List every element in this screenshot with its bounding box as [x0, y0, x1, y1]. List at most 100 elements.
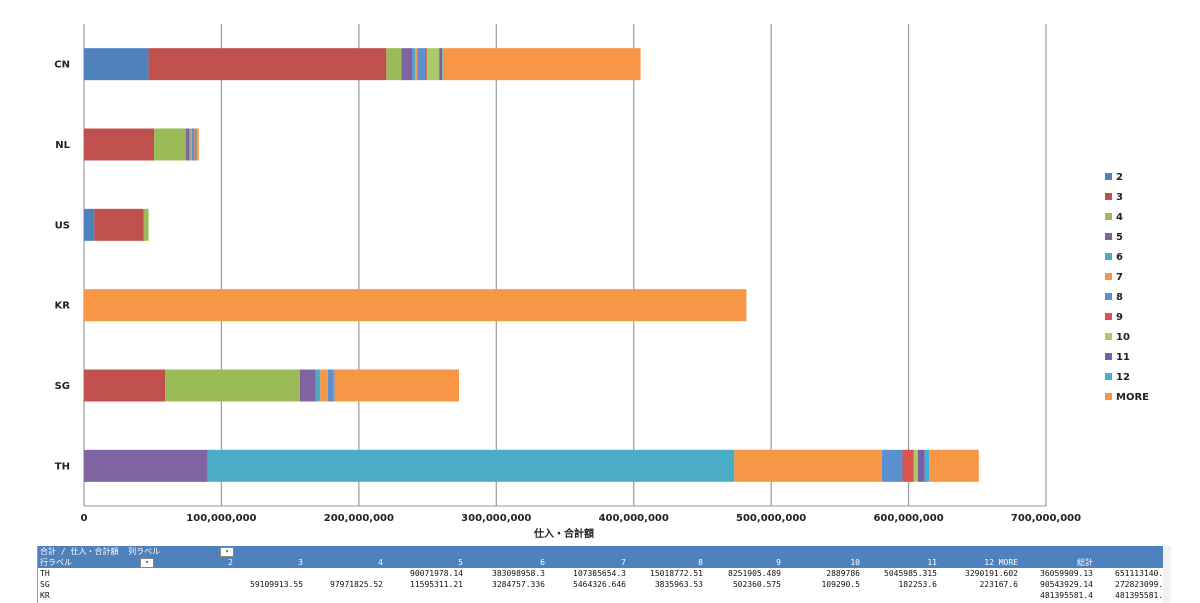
bar-th-series-8 — [881, 449, 903, 482]
bar-us-series-3 — [94, 208, 144, 241]
x-tick-labels: 0 100,000,000 200,000,000 300,000,000 400,00… — [81, 513, 1082, 524]
bar-cn-series-11 — [439, 48, 443, 81]
pivot-cell: 11595311.21 — [410, 580, 463, 589]
bar-sg-series-6 — [315, 369, 321, 402]
legend-label-6: 6 — [1116, 252, 1123, 263]
pivot-cell: 3835963.53 — [654, 580, 703, 589]
pivot-scrollbar[interactable] — [1163, 546, 1171, 603]
bar-sg-series-12 — [334, 369, 335, 402]
bar-us-series-2 — [84, 208, 95, 241]
legend-label-4: 4 — [1116, 212, 1123, 223]
legend-label-10: 10 — [1116, 332, 1130, 343]
pivot-cell: 3290191.602 — [965, 569, 1018, 578]
pivot-cell: 97971825.52 — [330, 580, 383, 589]
bar-sg-series-5 — [299, 369, 316, 402]
pivot-table: 合計 / 仕入・合計額 列ラベル ▾ 行ラベル ▾ 2 3 4 5 6 7 8 9 10 11 12… — [37, 546, 1171, 603]
pivot-cell: 90071978.14 — [410, 569, 463, 578]
pivot-header-row: 合計 / 仕入・合計額 列ラベル ▾ — [38, 546, 1171, 557]
bar-us-series-4 — [143, 208, 149, 241]
bar-sg-series-7 — [320, 369, 328, 402]
pivot-cell: 109290.5 — [821, 580, 860, 589]
legend-label-more: MORE — [1116, 392, 1149, 403]
x-tick-label-7: 700,000,000 — [1011, 513, 1081, 524]
legend-swatch-12 — [1105, 373, 1112, 380]
legend-swatch-10 — [1105, 333, 1112, 340]
pivot-column-header: 8 — [698, 558, 703, 567]
legend-label-12: 12 — [1116, 372, 1130, 383]
pivot-cell: 182253.6 — [898, 580, 937, 589]
pivot-column-header: 9 — [776, 558, 781, 567]
bar-nl-series-12 — [196, 128, 197, 161]
pivot-row-label-cell: SG — [40, 580, 50, 589]
bar-nl-series-6 — [189, 128, 191, 161]
y-tick-label-kr: KR — [55, 301, 71, 312]
pivot-row-label: 行ラベル — [40, 558, 72, 567]
y-tick-label-sg: SG — [55, 381, 70, 392]
x-tick-label-0: 0 — [81, 513, 88, 524]
pivot-column-header: 6 — [540, 558, 545, 567]
x-axis-label: 仕入・合計額 — [533, 527, 594, 540]
bars — [84, 48, 979, 482]
bar-cn-series-10 — [426, 48, 440, 81]
legend-swatch-6 — [1105, 253, 1112, 260]
bar-sg-series-9 — [333, 369, 334, 402]
pivot-cell: 481395581.4 — [1115, 591, 1168, 600]
pivot-cell: 15018772.51 — [650, 569, 703, 578]
pivot-column-header: 10 — [850, 558, 860, 567]
column-filter-dropdown-icon[interactable]: ▾ — [220, 547, 234, 557]
pivot-column-header: 3 — [298, 558, 303, 567]
row-filter-dropdown-icon[interactable]: ▾ — [140, 558, 154, 568]
x-tick-label-3: 300,000,000 — [461, 513, 531, 524]
bar-th-series-9 — [902, 449, 914, 482]
stacked-bar-chart: 0 100,000,000 200,000,000 300,000,000 400,00… — [54, 24, 1149, 540]
bar-th-series-11 — [917, 449, 925, 482]
pivot-value-label: 合計 / 仕入・合計額 列ラベル — [40, 547, 161, 556]
bar-cn-series-4 — [386, 48, 402, 81]
x-tick-label-5: 500,000,000 — [736, 513, 806, 524]
legend-swatch-11 — [1105, 353, 1112, 360]
bar-cn-series-more — [442, 48, 641, 81]
legend-label-3: 3 — [1116, 192, 1123, 203]
legend-label-11: 11 — [1116, 352, 1130, 363]
legend-swatch-3 — [1105, 193, 1112, 200]
pivot-cell: 36059909.13 — [1040, 569, 1093, 578]
pivot-cell: 107385654.3 — [573, 569, 626, 578]
bar-nl-series-3 — [84, 128, 155, 161]
bar-cn-series-3 — [148, 48, 387, 81]
bar-sg-series-4 — [165, 369, 300, 402]
bar-cn-series-5 — [401, 48, 413, 81]
bar-sg-series-11 — [333, 369, 335, 402]
pivot-cell: 8251905.489 — [728, 569, 781, 578]
bar-nl-series-8 — [191, 128, 194, 161]
bar-sg-series-more — [334, 369, 459, 402]
pivot-cell: 651113140.7 — [1115, 569, 1168, 578]
bar-nl-series-5 — [185, 128, 190, 161]
bar-th-series-10 — [913, 449, 918, 482]
bar-cn-series-8 — [417, 48, 426, 81]
bar-cn-series-6 — [412, 48, 416, 81]
bar-sg-series-3 — [84, 369, 166, 402]
legend-swatch-8 — [1105, 293, 1112, 300]
bar-th-series-12 — [924, 449, 930, 482]
bar-th-series-5 — [84, 449, 208, 482]
pivot-row-kr: KR 481395581.4 481395581.4 — [38, 590, 1171, 601]
pivot-cell: 59109913.55 — [250, 580, 303, 589]
pivot-cell: 5045985.315 — [884, 569, 937, 578]
legend-swatch-4 — [1105, 213, 1112, 220]
bar-nl-series-7 — [190, 128, 192, 161]
x-tick-label-4: 400,000,000 — [599, 513, 669, 524]
legend-label-8: 8 — [1116, 292, 1123, 303]
pivot-cell: 223167.6 — [979, 580, 1018, 589]
bar-cn-series-9 — [425, 48, 427, 81]
bar-kr-series-more — [84, 289, 747, 322]
pivot-cell: 272823099.2 — [1115, 580, 1168, 589]
bar-sg-series-8 — [327, 369, 334, 402]
bar-nl-series-9 — [193, 128, 195, 161]
bar-cn-series-7 — [415, 48, 418, 81]
legend-label-5: 5 — [1116, 232, 1123, 243]
bar-nl-series-10 — [194, 128, 196, 161]
legend-swatch-2 — [1105, 173, 1112, 180]
pivot-column-header: 2 — [228, 558, 233, 567]
bar-nl-series-11 — [195, 128, 197, 161]
pivot-cell: 502360.575 — [732, 580, 781, 589]
